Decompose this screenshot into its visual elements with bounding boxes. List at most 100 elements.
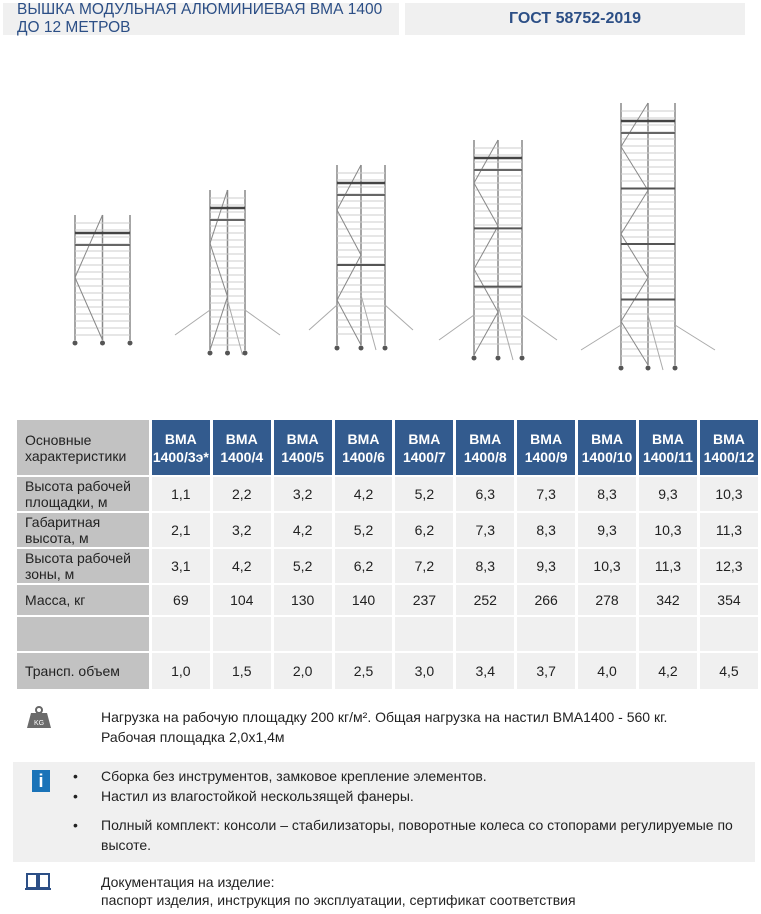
cell-value: 10,3 xyxy=(639,513,697,547)
model-header: ВМА 1400/12 xyxy=(699,420,758,475)
cell-value: 266 xyxy=(517,585,576,615)
load-info: Нагрузка на рабочую площадку 200 кг/м². … xyxy=(101,707,667,747)
cell-value: 8,3 xyxy=(456,549,515,583)
table-row: Габаритная высота, м 2,1 3,2 4,2 5,2 6,2 7,3 8,… xyxy=(17,513,758,547)
cell-value: 4,5 xyxy=(699,653,758,689)
cell-value: 3,2 xyxy=(273,477,332,511)
cell-value: 1,5 xyxy=(212,653,271,689)
cell-value: 1,0 xyxy=(151,653,210,689)
load-line-1: Нагрузка на рабочую площадку 200 кг/м². … xyxy=(101,709,668,725)
specs-table: Основные характеристики ВМА 1400/3э* ВМА… xyxy=(14,418,761,691)
cell-value: 252 xyxy=(456,585,515,615)
cell-value: 237 xyxy=(395,585,454,615)
cell-value: 5,2 xyxy=(273,549,332,583)
cell-value: 7,2 xyxy=(395,549,454,583)
cell-value: 3,7 xyxy=(517,653,576,689)
docs-line-1: Документация на изделие: xyxy=(101,874,275,890)
cell-value: 8,3 xyxy=(578,477,636,511)
cell-value: 11,3 xyxy=(699,513,758,547)
info-icon: i xyxy=(32,770,50,792)
cell-value: 4,2 xyxy=(212,549,271,583)
cell-value: 354 xyxy=(699,585,758,615)
cell-value xyxy=(639,617,697,651)
cell-value xyxy=(517,617,576,651)
row-label: Габаритная высота, м xyxy=(17,513,149,547)
documentation-info: Документация на изделие: паспорт изделия… xyxy=(101,873,576,909)
model-header: ВМА 1400/6 xyxy=(334,420,393,475)
weight-kg-icon: KG xyxy=(27,706,51,728)
model-header: ВМА 1400/8 xyxy=(456,420,515,475)
cell-value: 9,3 xyxy=(517,549,576,583)
cell-value: 8,3 xyxy=(517,513,576,547)
features-list: Сборка без инструментов, замковое крепле… xyxy=(73,766,751,855)
cell-value xyxy=(699,617,758,651)
cell-value: 9,3 xyxy=(639,477,697,511)
row-label: Высота рабочей площадки, м xyxy=(17,477,149,511)
cell-value: 342 xyxy=(639,585,697,615)
cell-value: 130 xyxy=(273,585,332,615)
table-row: Масса, кг 69 104 130 140 237 252 266 278 342 354 xyxy=(17,585,758,615)
cell-value xyxy=(151,617,210,651)
page-title: ВЫШКА МОДУЛЬНАЯ АЛЮМИНИЕВАЯ ВМА 1400 ДО … xyxy=(3,1,399,36)
cell-value xyxy=(456,617,515,651)
cell-value: 10,3 xyxy=(578,549,636,583)
cell-value xyxy=(212,617,271,651)
table-row xyxy=(17,617,758,651)
standard-badge: ГОСТ 58752-2019 xyxy=(405,3,745,35)
cell-value: 2,1 xyxy=(151,513,210,547)
model-header: ВМА 1400/4 xyxy=(212,420,271,475)
model-header: ВМА 1400/10 xyxy=(578,420,636,475)
cell-value: 11,3 xyxy=(639,549,697,583)
cell-value: 5,2 xyxy=(334,513,393,547)
cell-value: 4,2 xyxy=(334,477,393,511)
cell-value: 6,3 xyxy=(456,477,515,511)
cell-value: 10,3 xyxy=(699,477,758,511)
cell-value: 4,2 xyxy=(273,513,332,547)
cell-value xyxy=(273,617,332,651)
cell-value: 3,2 xyxy=(212,513,271,547)
row-label: Масса, кг xyxy=(17,585,149,615)
cell-value: 2,5 xyxy=(334,653,393,689)
cell-value xyxy=(395,617,454,651)
cell-value xyxy=(334,617,393,651)
cell-value: 12,3 xyxy=(699,549,758,583)
row-label: Трансп. объем xyxy=(17,653,149,689)
cell-value: 4,2 xyxy=(639,653,697,689)
load-line-2: Рабочая площадка 2,0х1,4м xyxy=(101,729,285,745)
model-header: ВМА 1400/9 xyxy=(517,420,576,475)
svg-text:KG: KG xyxy=(34,720,44,727)
docs-line-2: паспорт изделия, инструкция по эксплуата… xyxy=(101,892,576,908)
row-label xyxy=(17,617,149,651)
cell-value: 7,3 xyxy=(517,477,576,511)
cell-value: 2,2 xyxy=(212,477,271,511)
cell-value: 4,0 xyxy=(578,653,636,689)
corner-label: Основные характеристики xyxy=(17,420,149,475)
feature-item: Полный комплект: консоли – стабилизаторы… xyxy=(73,815,751,855)
cell-value: 5,2 xyxy=(395,477,454,511)
cell-value: 278 xyxy=(578,585,636,615)
table-row: Высота рабочей площадки, м 1,1 2,2 3,2 4,2 5,… xyxy=(17,477,758,511)
table-row: Высота рабочей зоны, м 3,1 4,2 5,2 6,2 7,2 8,3… xyxy=(17,549,758,583)
feature-item: Сборка без инструментов, замковое крепле… xyxy=(73,766,751,786)
book-icon xyxy=(25,872,51,895)
feature-item: Настил из влагостойкой нескользящей фане… xyxy=(73,786,751,806)
cell-value: 3,1 xyxy=(151,549,210,583)
model-header: ВМА 1400/5 xyxy=(273,420,332,475)
table-header-row: Основные характеристики ВМА 1400/3э* ВМА… xyxy=(17,420,758,475)
cell-value: 104 xyxy=(212,585,271,615)
cell-value: 140 xyxy=(334,585,393,615)
cell-value: 3,0 xyxy=(395,653,454,689)
cell-value: 69 xyxy=(151,585,210,615)
cell-value: 9,3 xyxy=(578,513,636,547)
cell-value: 2,0 xyxy=(273,653,332,689)
row-label: Высота рабочей зоны, м xyxy=(17,549,149,583)
cell-value xyxy=(578,617,636,651)
scaffold-towers-illustration xyxy=(72,102,716,371)
cell-value: 1,1 xyxy=(151,477,210,511)
cell-value: 6,2 xyxy=(334,549,393,583)
cell-value: 3,4 xyxy=(456,653,515,689)
model-header: ВМА 1400/7 xyxy=(395,420,454,475)
cell-value: 6,2 xyxy=(395,513,454,547)
table-row: Трансп. объем 1,0 1,5 2,0 2,5 3,0 3,4 3,7 4,0 4,2… xyxy=(17,653,758,689)
cell-value: 7,3 xyxy=(456,513,515,547)
